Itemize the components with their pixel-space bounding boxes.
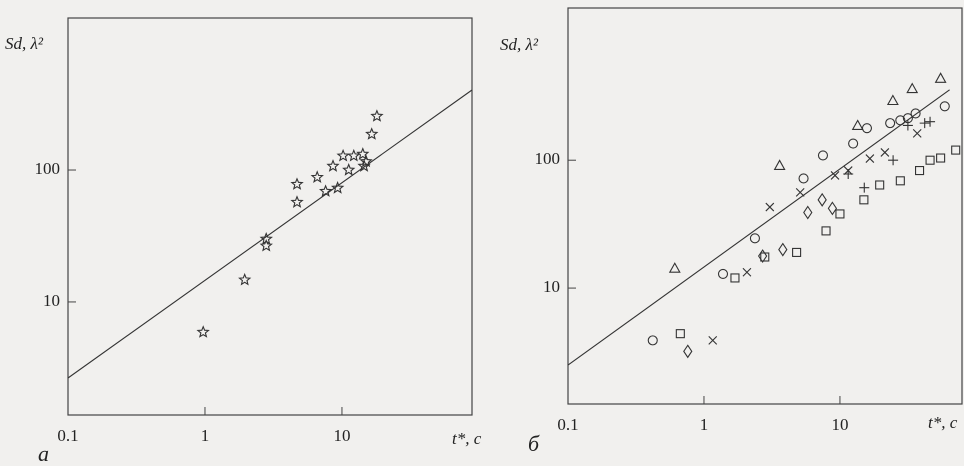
x-tick-label: 10	[831, 415, 848, 434]
circle-marker	[818, 151, 827, 160]
square-marker	[952, 146, 960, 154]
circle-marker	[750, 234, 759, 243]
circle-marker	[911, 109, 920, 118]
cross-marker	[766, 203, 774, 211]
diamond-marker	[818, 194, 826, 206]
circle-marker	[862, 124, 871, 133]
plus-marker	[859, 183, 869, 193]
star-marker	[320, 186, 331, 196]
star-marker	[367, 129, 378, 139]
y-axis-label: Sd, λ²	[500, 35, 539, 54]
star-marker	[372, 111, 383, 121]
square-marker	[793, 248, 801, 256]
circle-marker	[940, 102, 949, 111]
circle-marker	[886, 119, 895, 128]
square-marker	[876, 181, 884, 189]
fit-line	[568, 90, 950, 365]
triangle-marker	[853, 120, 863, 129]
plus-marker	[925, 117, 935, 127]
plus-marker	[843, 169, 853, 179]
diamond-marker	[759, 250, 767, 262]
panel-label: б	[528, 431, 540, 456]
x-tick-label: 1	[700, 415, 709, 434]
circle-marker	[849, 139, 858, 148]
x-axis-label: t*, c	[928, 413, 958, 432]
square-marker	[731, 274, 739, 282]
plus-marker	[888, 155, 898, 165]
cross-marker	[743, 268, 751, 276]
diamond-marker	[684, 345, 692, 357]
diamond-marker	[828, 202, 836, 214]
star-marker	[312, 172, 323, 182]
star-marker	[261, 234, 272, 244]
y-tick-label: 100	[35, 159, 61, 178]
triangle-marker	[936, 73, 946, 82]
star-marker	[292, 179, 303, 189]
y-axis-label: Sd, λ²	[5, 34, 44, 53]
square-marker	[836, 210, 844, 218]
circle-marker	[648, 336, 657, 345]
triangle-marker	[907, 84, 917, 93]
square-marker	[860, 196, 868, 204]
star-marker	[198, 327, 209, 337]
square-marker	[937, 154, 945, 162]
diamond-marker	[779, 244, 787, 256]
star-marker	[240, 274, 250, 284]
plot-frame	[568, 8, 962, 404]
triangle-marker	[775, 160, 785, 169]
square-marker	[676, 330, 684, 338]
triangle-marker	[670, 263, 680, 272]
x-tick-label: 10	[333, 426, 350, 445]
star-marker	[328, 161, 338, 171]
star-marker	[292, 197, 303, 207]
star-marker	[338, 150, 349, 160]
circle-marker	[799, 174, 808, 183]
cross-marker	[796, 188, 804, 196]
panel-label: a	[38, 441, 49, 466]
cross-marker	[881, 148, 889, 156]
star-marker	[344, 165, 354, 175]
y-tick-label: 10	[543, 277, 560, 296]
cross-marker	[866, 155, 874, 163]
figure: 10 100 0.1 1 10 Sd, λ² t*, c a 10 100 0.1 1 10 Sd, λ²…	[0, 0, 964, 466]
plus-marker	[920, 118, 930, 128]
square-marker	[916, 167, 924, 175]
star-marker	[332, 183, 343, 193]
square-marker	[926, 156, 934, 164]
x-tick-label: 1	[201, 426, 210, 445]
cross-marker	[709, 336, 717, 344]
circle-marker	[718, 269, 727, 278]
fit-line	[68, 90, 472, 378]
x-axis-label: t*, c	[452, 429, 482, 448]
diamond-marker	[804, 206, 812, 218]
y-tick-label: 10	[43, 291, 60, 310]
y-tick-label: 100	[535, 149, 561, 168]
cross-marker	[913, 129, 921, 137]
square-marker	[896, 177, 904, 185]
x-tick-label: 0.1	[57, 426, 78, 445]
x-tick-label: 0.1	[557, 415, 578, 434]
square-marker	[822, 227, 830, 235]
plot-frame	[68, 18, 472, 415]
triangle-marker	[888, 96, 898, 105]
